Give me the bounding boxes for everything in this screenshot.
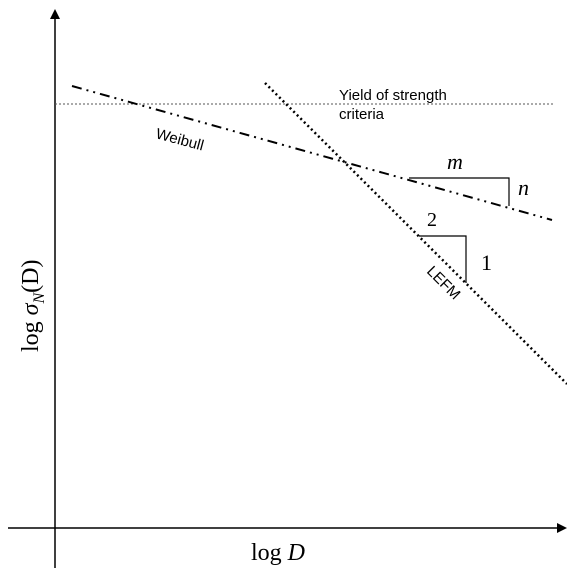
lefm-line [264, 82, 567, 385]
weibull-run-label: m [447, 149, 463, 174]
lefm-slope-triangle [419, 235, 467, 283]
weibull-line [71, 85, 553, 221]
y-axis-label: log σN(D) [18, 259, 48, 352]
lefm-rise-label: 1 [481, 250, 492, 275]
yield-label-line2: criteria [339, 106, 385, 123]
x-axis-label: log D [251, 540, 305, 566]
lefm-label: LEFM [423, 263, 463, 303]
weibull-rise-label: n [518, 175, 529, 200]
weibull-label: Weibull [154, 125, 206, 154]
yield-label-line1: Yield of strength [339, 87, 447, 104]
lefm-run-label: 2 [427, 209, 437, 231]
weibull-slope-triangle [409, 177, 510, 206]
